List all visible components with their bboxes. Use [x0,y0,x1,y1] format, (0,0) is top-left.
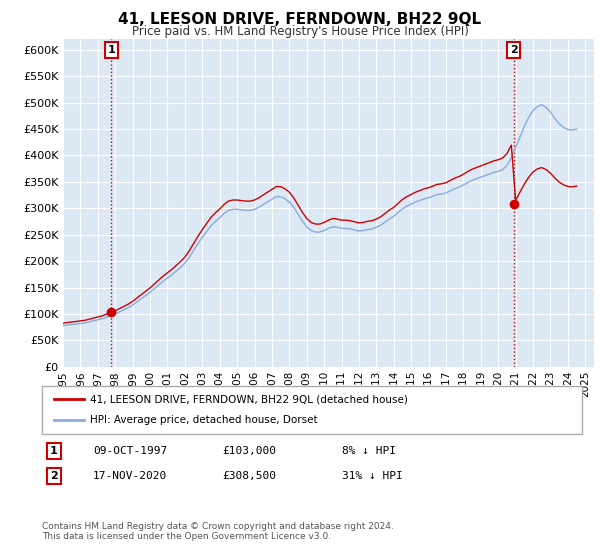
Text: 17-NOV-2020: 17-NOV-2020 [93,471,167,481]
Text: 41, LEESON DRIVE, FERNDOWN, BH22 9QL (detached house): 41, LEESON DRIVE, FERNDOWN, BH22 9QL (de… [90,394,408,404]
Text: 09-OCT-1997: 09-OCT-1997 [93,446,167,456]
Text: £103,000: £103,000 [222,446,276,456]
Text: Contains HM Land Registry data © Crown copyright and database right 2024.
This d: Contains HM Land Registry data © Crown c… [42,522,394,542]
Text: 41, LEESON DRIVE, FERNDOWN, BH22 9QL: 41, LEESON DRIVE, FERNDOWN, BH22 9QL [118,12,482,27]
Text: 31% ↓ HPI: 31% ↓ HPI [342,471,403,481]
Text: Price paid vs. HM Land Registry's House Price Index (HPI): Price paid vs. HM Land Registry's House … [131,25,469,38]
Text: 1: 1 [50,446,58,456]
Text: 2: 2 [50,471,58,481]
Text: 2: 2 [509,45,517,55]
Text: 8% ↓ HPI: 8% ↓ HPI [342,446,396,456]
Text: £308,500: £308,500 [222,471,276,481]
Text: 1: 1 [107,45,115,55]
Text: HPI: Average price, detached house, Dorset: HPI: Average price, detached house, Dors… [90,415,317,425]
